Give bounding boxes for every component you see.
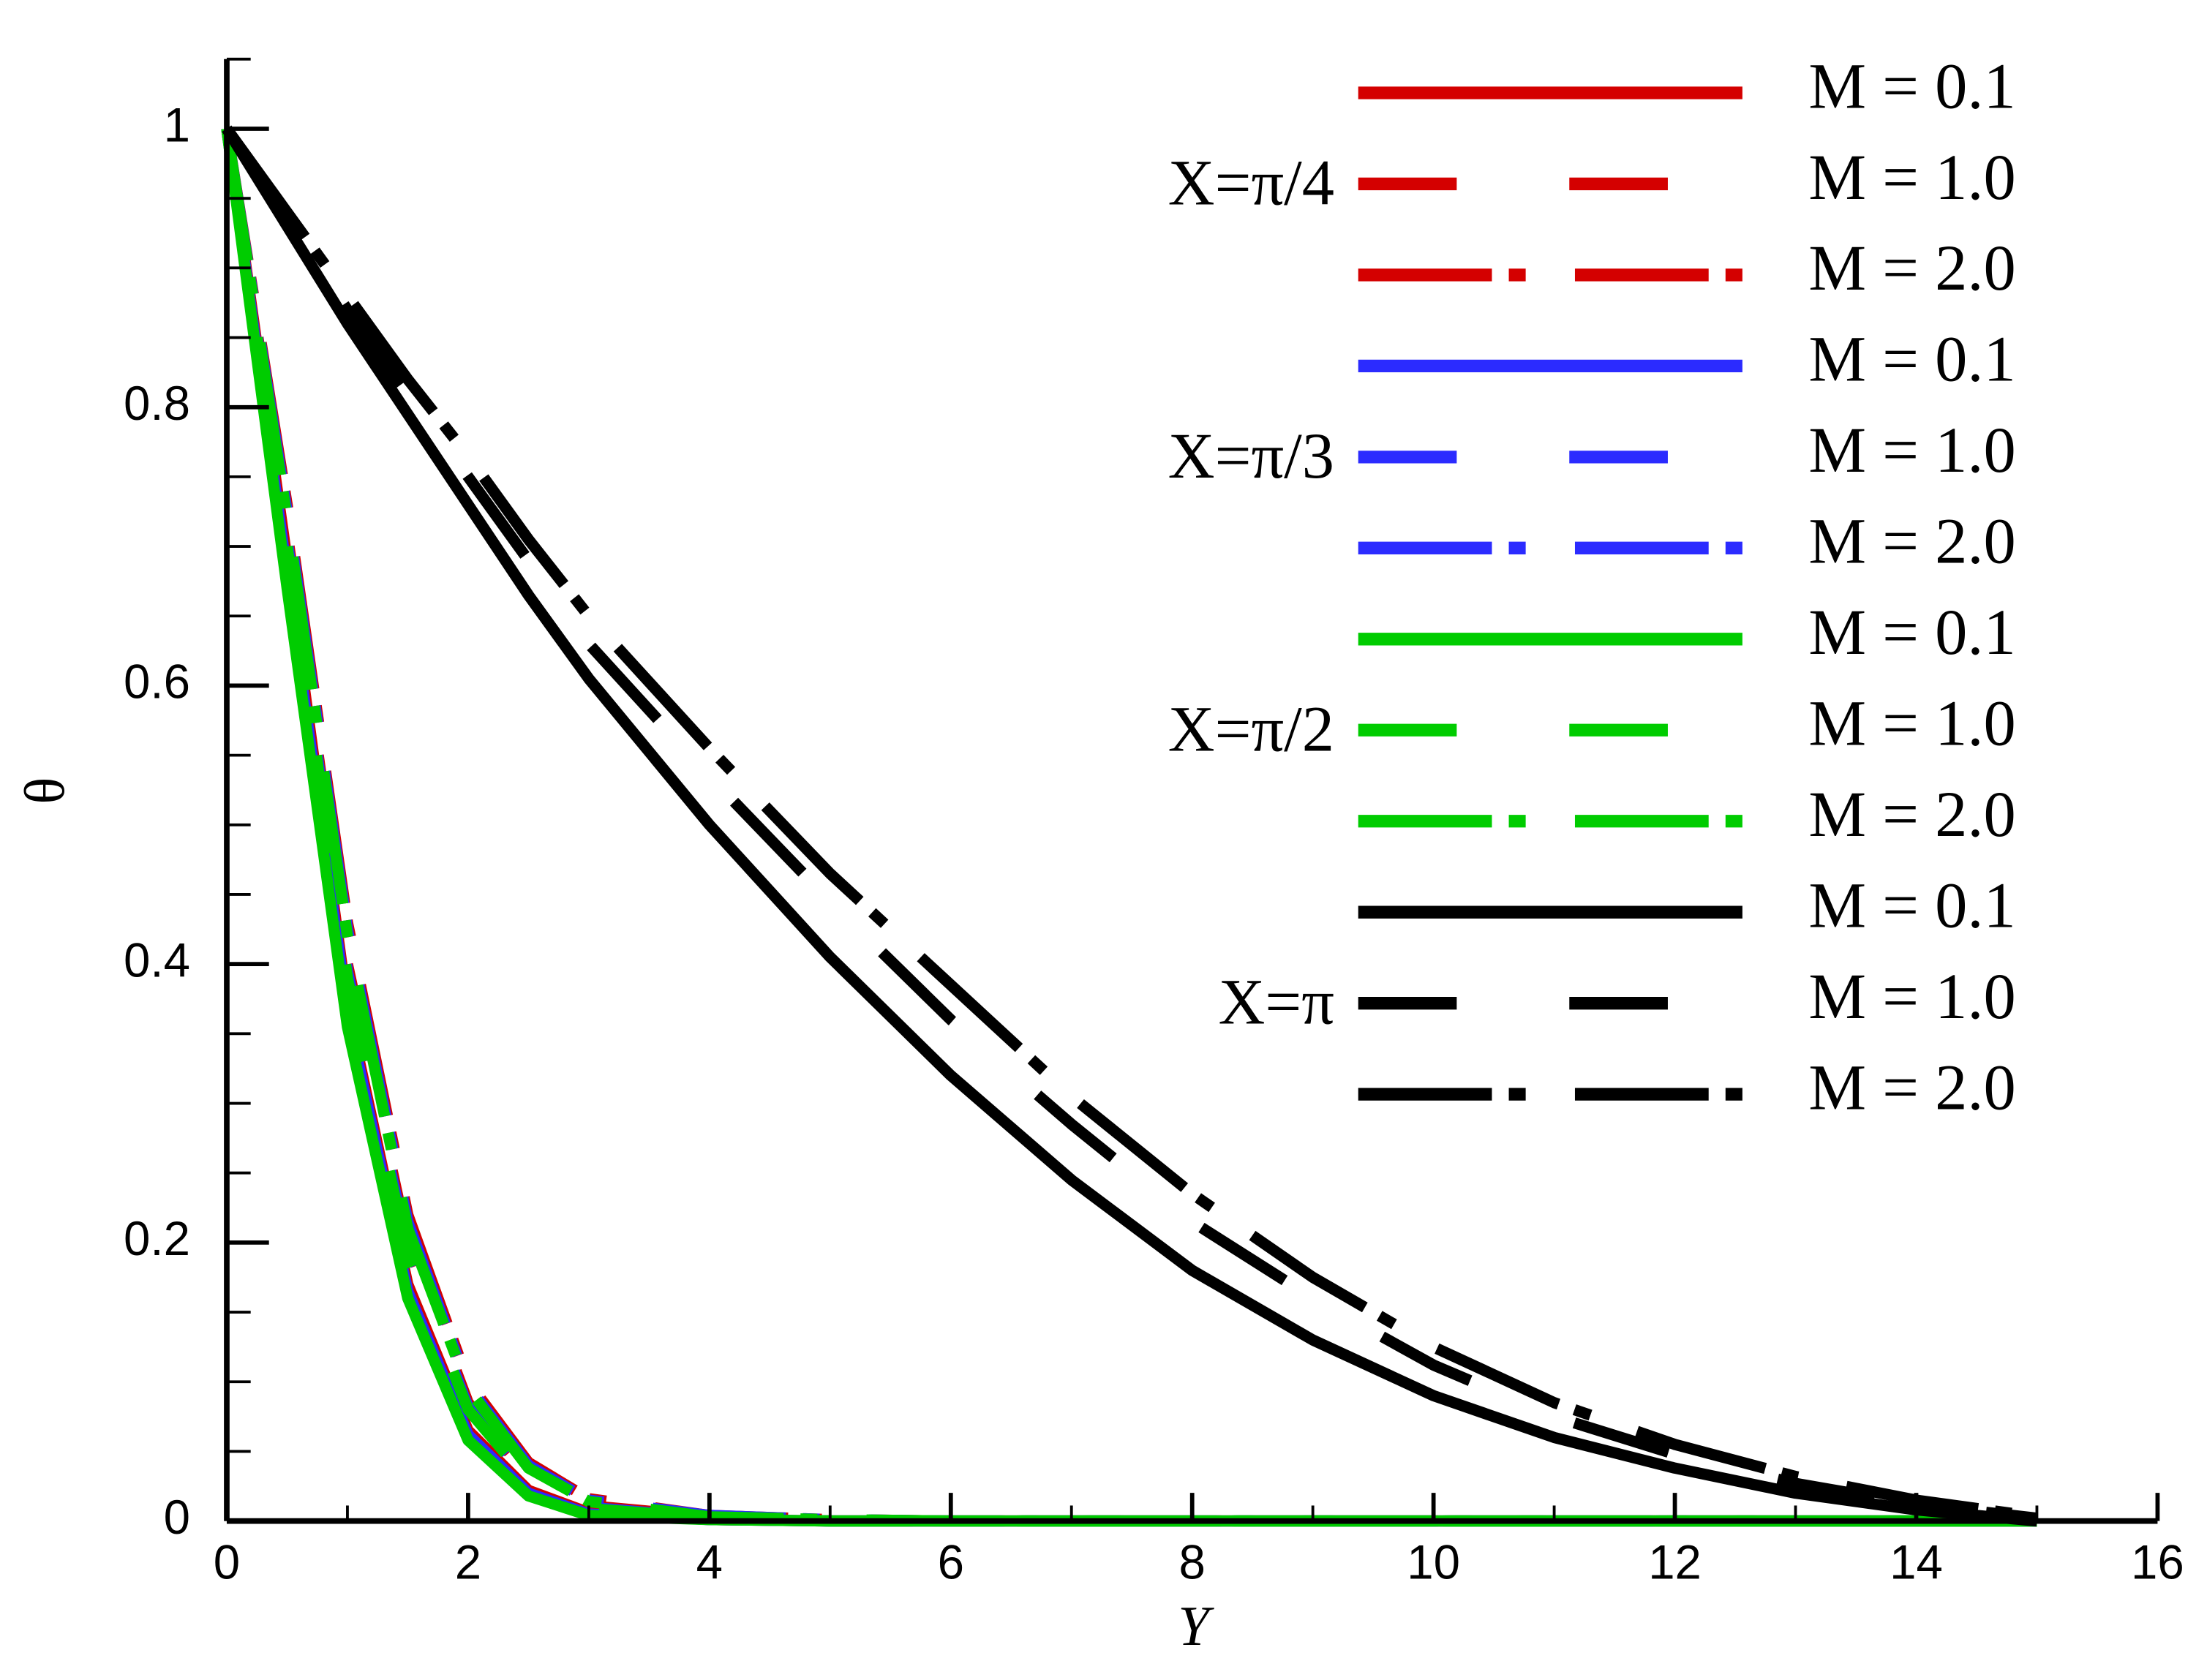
- legend-label: M = 0.1: [1808, 324, 2015, 396]
- legend-label: M = 2.0: [1808, 506, 2015, 578]
- data-line: [222, 125, 2038, 1523]
- legend-label: M = 0.1: [1808, 597, 2015, 668]
- y-tick-label: 0.2: [124, 1212, 190, 1265]
- y-tick-label: 0.8: [124, 377, 190, 430]
- y-tick-label: 1: [164, 98, 190, 151]
- legend-label: M = 1.0: [1808, 688, 2015, 760]
- legend-group-label: X=π: [1219, 967, 1334, 1039]
- data-line: [222, 125, 2038, 1524]
- legend-group-label: X=π/2: [1168, 693, 1334, 765]
- legend-background: [1344, 50, 2147, 1143]
- x-tick-label: 14: [1890, 1535, 1943, 1589]
- y-tick-label: 0: [164, 1491, 190, 1544]
- legend-label: M = 2.0: [1808, 779, 2015, 851]
- x-tick-label: 10: [1407, 1535, 1460, 1589]
- legend-group-label: X=π/3: [1168, 421, 1334, 492]
- legend-group-label: X=π/4: [1168, 147, 1334, 219]
- x-tick-label: 4: [696, 1535, 723, 1589]
- y-tick-label: 0.4: [124, 933, 190, 987]
- legend-label: M = 1.0: [1808, 142, 2015, 214]
- x-tick-label: 6: [938, 1535, 964, 1589]
- legend-label: M = 1.0: [1808, 961, 2015, 1033]
- y-tick-label: 0.6: [124, 655, 190, 709]
- x-axis-label: Y: [1178, 1594, 1214, 1657]
- x-tick-label: 8: [1179, 1535, 1206, 1589]
- legend-label: M = 0.1: [1808, 870, 2015, 942]
- legend-label: M = 2.0: [1808, 233, 2015, 304]
- legend-label: M = 1.0: [1808, 415, 2015, 486]
- y-axis-label: θ: [13, 777, 76, 805]
- legend-label: M = 0.1: [1808, 50, 2015, 122]
- legend-label: M = 2.0: [1808, 1052, 2015, 1123]
- data-line: [222, 125, 2038, 1527]
- x-tick-label: 12: [1648, 1535, 1702, 1589]
- x-tick-label: 2: [455, 1535, 481, 1589]
- x-tick-label: 0: [214, 1535, 240, 1589]
- x-tick-label: 16: [2131, 1535, 2184, 1589]
